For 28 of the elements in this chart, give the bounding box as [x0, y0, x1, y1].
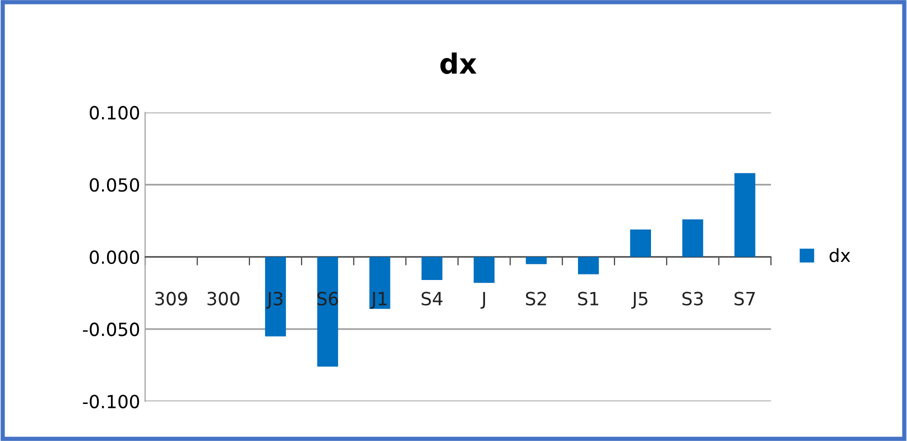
y-tick-label: 0.050: [90, 178, 140, 192]
x-tick-label: J: [480, 292, 485, 309]
bar: [682, 219, 704, 257]
bar: [422, 256, 442, 280]
x-tick-label: S1: [578, 292, 598, 306]
x-tick-label: J3: [266, 292, 282, 309]
legend-label: dx: [830, 248, 850, 262]
y-tick-label: -0.050: [82, 322, 140, 336]
x-tick-label: S2: [526, 292, 546, 306]
bar: [369, 256, 390, 309]
bar: [474, 256, 495, 283]
bar: [526, 256, 547, 264]
x-tick-label: J1: [370, 292, 387, 309]
y-tick-label: 0.100: [90, 106, 140, 120]
chart-title: dx: [440, 52, 477, 74]
bar: [734, 173, 756, 257]
x-tick-label: 300: [207, 292, 240, 306]
bar: [578, 256, 599, 274]
x-tick-label: 309: [155, 292, 188, 306]
bar: [317, 256, 338, 367]
y-tick-label: -0.100: [82, 394, 140, 408]
y-tick-label: 0.000: [90, 250, 140, 264]
bar: [630, 229, 651, 257]
x-tick-label: J5: [631, 292, 648, 309]
x-tick-label: S3: [682, 292, 703, 306]
bar: [265, 256, 286, 336]
x-tick-label: S7: [734, 292, 755, 306]
x-tick-label: S4: [422, 292, 442, 306]
